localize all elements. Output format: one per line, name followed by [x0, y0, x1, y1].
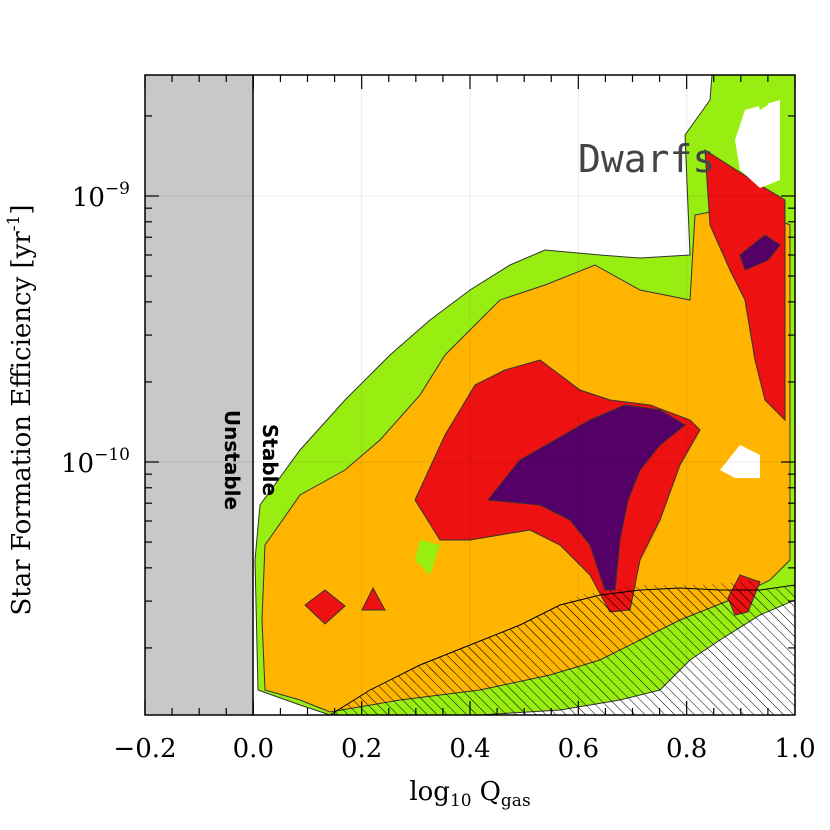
- contour-level-3b: [704, 149, 786, 422]
- contour-hole-3: [415, 540, 440, 575]
- x-tick-label: −0.2: [113, 734, 176, 764]
- contour-level-4b: [739, 234, 781, 271]
- unstable-label: Unstable: [220, 410, 244, 510]
- hatched-upper-band: [390, 580, 760, 690]
- unstable-band: [145, 75, 253, 715]
- y-ticks: 10−10 10−9: [61, 115, 795, 649]
- stable-label: Stable: [258, 424, 282, 496]
- x-tick-label: 0.0: [233, 734, 274, 764]
- x-tick-label: 0.6: [558, 734, 599, 764]
- x-tick-label: 0.2: [341, 734, 382, 764]
- y-tick-label: 10−10: [61, 445, 130, 479]
- contour-hole-4: [757, 95, 768, 110]
- panel-label: Dwarfs: [578, 137, 715, 181]
- x-tick-label: 1.0: [774, 734, 815, 764]
- contour-level-3d: [361, 586, 386, 611]
- contour-level-3c: [304, 589, 346, 625]
- contour-hole-2: [735, 100, 780, 188]
- contour-level-4: [487, 404, 686, 591]
- y-axis-title: Star Formation Efficiency [yr-1]: [4, 204, 37, 615]
- x-ticks: −0.2 0.0 0.2 0.4 0.6 0.8 1.0: [113, 75, 816, 764]
- x-tick-label: 0.8: [666, 734, 707, 764]
- contour-hole-1: [720, 445, 760, 478]
- x-axis-title: log10 Qgas: [409, 777, 530, 811]
- x-tick-label: 0.4: [449, 734, 490, 764]
- y-tick-label: 10−9: [72, 179, 130, 213]
